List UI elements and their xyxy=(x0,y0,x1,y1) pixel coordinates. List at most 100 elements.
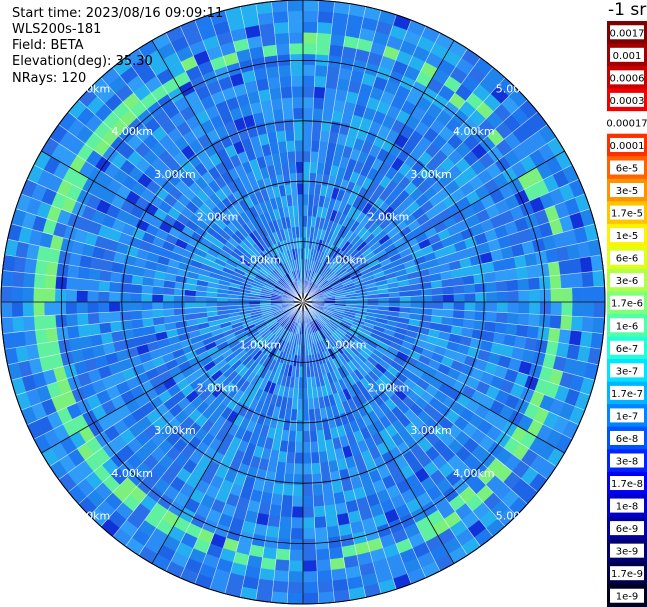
ray-separator xyxy=(302,48,468,303)
range-bin xyxy=(302,96,314,109)
range-bin xyxy=(141,309,154,320)
range-bin xyxy=(329,33,346,47)
range-bin xyxy=(550,301,563,316)
ray-separator xyxy=(302,1,335,303)
ray-separator xyxy=(239,301,304,598)
range-bin xyxy=(294,140,304,152)
range-bin xyxy=(289,42,304,55)
range-bin xyxy=(315,54,330,67)
range-bin xyxy=(311,473,323,486)
ray-separator xyxy=(302,57,481,303)
ray-separator xyxy=(302,193,586,303)
ray-separator xyxy=(165,301,304,572)
range-bin xyxy=(330,22,348,36)
range-bin xyxy=(538,275,551,290)
range-bin xyxy=(399,296,412,303)
ray-separator xyxy=(302,67,494,303)
nrays-label: NRays: 120 xyxy=(12,71,87,86)
colorbar-tick-label: 6e-8 xyxy=(616,434,639,445)
range-bin xyxy=(569,329,583,347)
range-bin xyxy=(328,546,344,560)
ray-separator xyxy=(302,301,382,594)
range-bin xyxy=(88,323,101,336)
range-ring-label: 1.00km xyxy=(240,253,282,266)
ray-separator xyxy=(302,254,602,303)
range-bin xyxy=(302,517,316,529)
range-ring-label: 2.00km xyxy=(197,211,239,224)
colorbar-tick-label: 0.0017 xyxy=(610,28,645,39)
range-bin xyxy=(270,97,283,111)
range-bin xyxy=(257,578,274,592)
range-bin xyxy=(33,301,45,317)
range-bin xyxy=(302,10,319,23)
range-bin xyxy=(108,311,121,323)
range-bin xyxy=(315,537,330,550)
range-bin xyxy=(485,291,498,303)
range-bin xyxy=(302,64,316,77)
range-ring-label: 3.00km xyxy=(154,424,196,437)
range-ring-label: 4.00km xyxy=(453,467,495,480)
range-bin xyxy=(66,264,80,279)
range-bin xyxy=(184,295,196,303)
range-bin xyxy=(452,284,465,295)
range-bin xyxy=(162,301,174,310)
range-bin xyxy=(549,274,562,290)
range-bin xyxy=(302,150,312,163)
ray-separator xyxy=(302,164,573,303)
ray-separator xyxy=(302,301,494,537)
ray-separator xyxy=(302,208,591,303)
range-bin xyxy=(1,317,14,334)
range-bin xyxy=(313,86,326,99)
ray-separator xyxy=(302,301,602,350)
colorbar-tick-label: 1e-8 xyxy=(616,502,639,513)
range-bin xyxy=(325,514,339,528)
range-bin xyxy=(327,55,343,68)
colorbar-tick-label: 6e-5 xyxy=(616,164,639,175)
range-bin xyxy=(517,278,530,291)
range-bin xyxy=(550,288,563,303)
start-time-label: Start time: 2023/08/16 09:09:11 xyxy=(12,6,224,21)
range-bin xyxy=(328,44,344,58)
range-bin xyxy=(141,284,154,295)
range-bin xyxy=(88,268,101,281)
range-bin xyxy=(302,527,316,540)
ray-separator xyxy=(286,301,304,604)
range-bin xyxy=(323,97,336,111)
range-bin xyxy=(296,172,304,184)
ray-separator xyxy=(302,301,320,604)
range-bin xyxy=(44,274,57,290)
ray-separator xyxy=(302,301,586,411)
range-bin xyxy=(87,301,99,314)
range-bin xyxy=(279,516,292,529)
ray-separator xyxy=(302,124,548,303)
colorbar-tick-label: 0.0003 xyxy=(610,96,645,107)
ray-separator xyxy=(302,238,599,303)
range-bin xyxy=(87,312,100,325)
range-bin xyxy=(108,301,121,313)
range-bin xyxy=(292,484,304,497)
ray-separator xyxy=(302,301,397,590)
range-ring-label: 2.00km xyxy=(368,211,410,224)
range-bin xyxy=(310,451,321,464)
colorbar-tick-label: 6e-7 xyxy=(616,344,639,355)
range-bin xyxy=(302,420,310,432)
range-bin xyxy=(570,272,584,289)
range-bin xyxy=(289,538,304,551)
range-bin xyxy=(302,463,313,475)
colorbar-tick-label: 1e-6 xyxy=(616,321,639,332)
range-bin xyxy=(290,75,304,87)
radar-name-label: WLS200s-181 xyxy=(12,22,102,37)
range-bin xyxy=(280,505,293,518)
range-bin xyxy=(274,32,290,45)
range-ring-label: 1.00km xyxy=(325,253,367,266)
range-bin xyxy=(54,288,67,303)
range-bin xyxy=(76,278,89,291)
range-ring-label: 3.00km xyxy=(410,424,452,437)
colorbar-tick-label: 1e-5 xyxy=(616,231,639,242)
range-bin xyxy=(421,295,433,303)
range-bin xyxy=(453,293,465,303)
ray-separator xyxy=(302,301,538,493)
ray-separator xyxy=(100,301,304,527)
range-bin xyxy=(311,129,322,142)
range-bin xyxy=(293,129,304,141)
